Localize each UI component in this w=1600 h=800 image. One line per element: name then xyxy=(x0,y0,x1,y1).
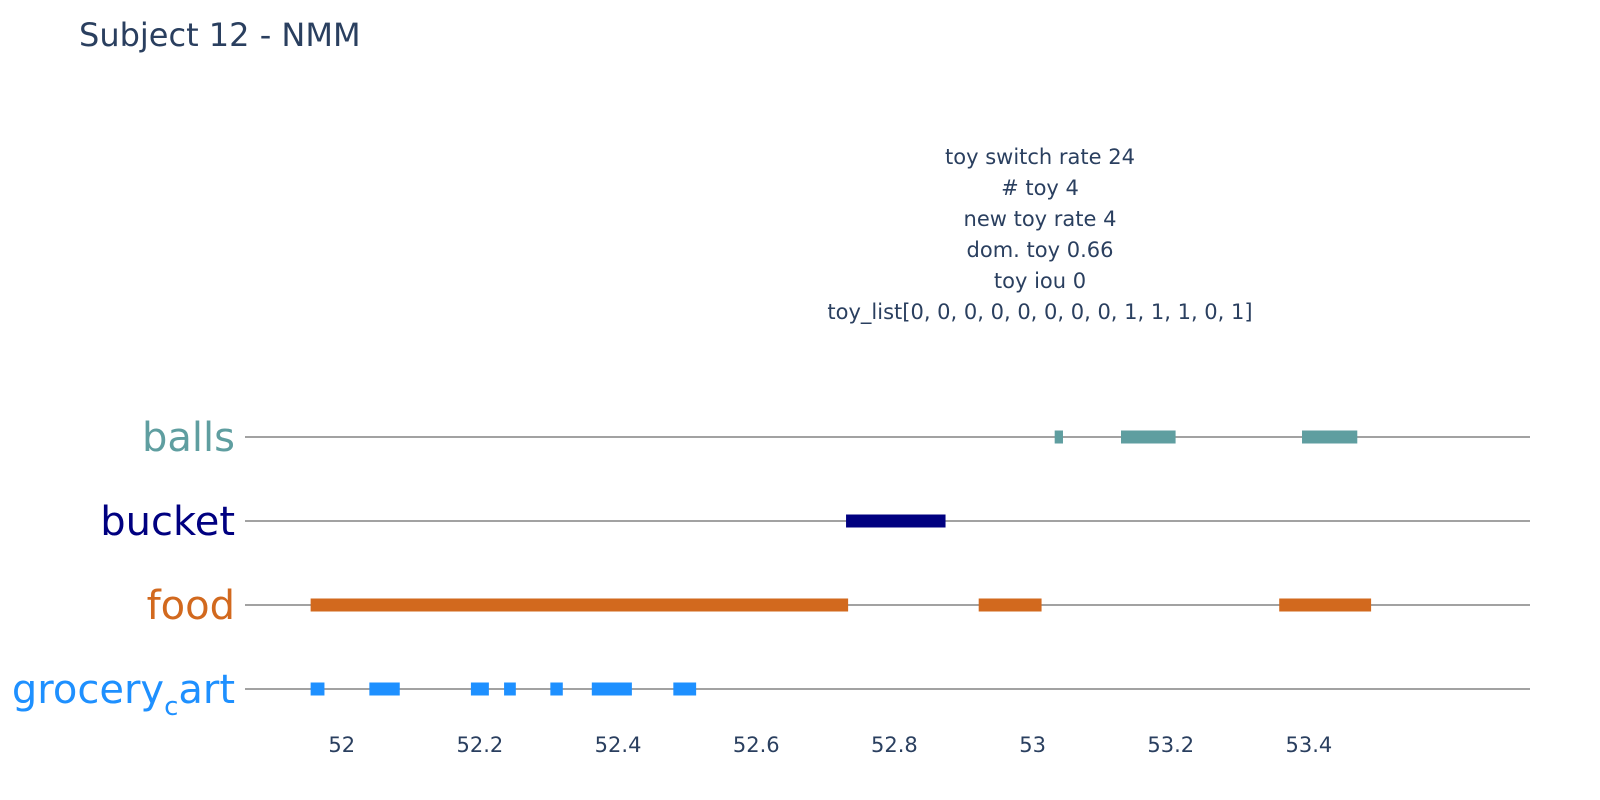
category-label-balls: balls xyxy=(142,415,235,461)
interval-bar-food xyxy=(310,598,849,612)
annotation-line: dom. toy 0.66 xyxy=(966,238,1114,262)
chart-title: Subject 12 - NMM xyxy=(79,16,361,54)
category-label-grocery-cart: grocerycart xyxy=(12,667,235,722)
x-tick-label: 52.6 xyxy=(733,733,780,757)
annotation-line: toy iou 0 xyxy=(993,269,1087,293)
interval-bar-grocery-cart xyxy=(673,682,697,696)
annotation-line: toy switch rate 24 xyxy=(945,145,1135,169)
annotation-line: new toy rate 4 xyxy=(963,207,1117,231)
interval-bar-bucket xyxy=(846,514,946,528)
interval-bar-grocery-cart xyxy=(470,682,489,696)
x-tick-label: 53 xyxy=(1019,733,1046,757)
interval-bar-grocery-cart xyxy=(369,682,400,696)
category-label-bucket: bucket xyxy=(100,499,235,545)
annotation-line: toy_list[0, 0, 0, 0, 0, 0, 0, 0, 1, 1, 1… xyxy=(827,300,1253,324)
stats-annotation: toy switch rate 24 # toy 4 new toy rate … xyxy=(800,142,1280,328)
x-tick-label: 52.2 xyxy=(457,733,504,757)
interval-bar-balls xyxy=(1302,430,1358,444)
interval-bar-grocery-cart xyxy=(504,682,516,696)
interval-bar-grocery-cart xyxy=(310,682,325,696)
x-tick-label: 52.4 xyxy=(595,733,642,757)
interval-bar-grocery-cart xyxy=(550,682,563,696)
x-tick-label: 53.4 xyxy=(1286,733,1333,757)
interval-bar-balls xyxy=(1121,430,1176,444)
interval-bar-food xyxy=(1279,598,1372,612)
category-label-food: food xyxy=(147,583,235,629)
interval-bar-grocery-cart xyxy=(591,682,632,696)
x-tick-label: 52 xyxy=(328,733,355,757)
interval-bar-food xyxy=(978,598,1042,612)
x-tick-label: 53.2 xyxy=(1147,733,1194,757)
x-tick-label: 52.8 xyxy=(871,733,918,757)
interval-bar-balls xyxy=(1054,430,1063,444)
annotation-line: # toy 4 xyxy=(1001,176,1079,200)
